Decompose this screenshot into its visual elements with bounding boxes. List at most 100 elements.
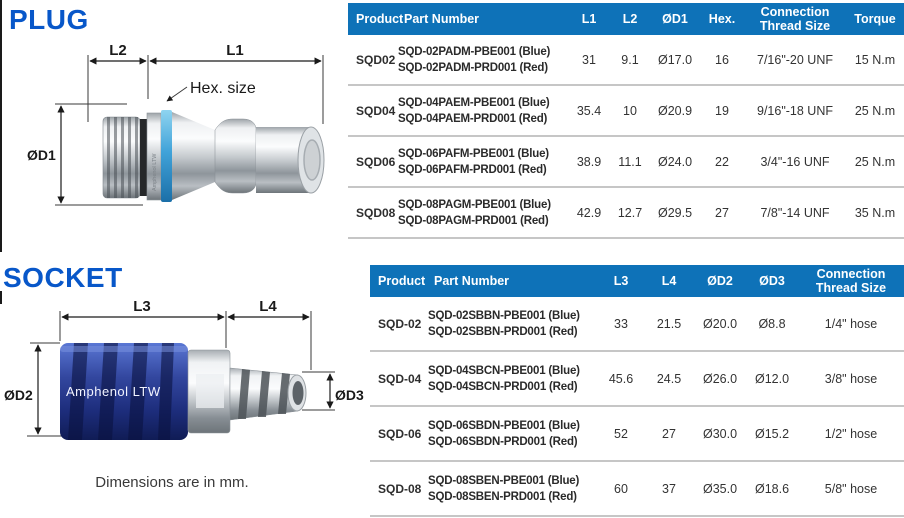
plug-row1-partnum: SQD-04PAEM-PBE001 (Blue) SQD-04PAEM-PRD00… <box>396 85 568 137</box>
part-number-blue: SQD-06PAFM-PBE001 (Blue) <box>398 147 549 160</box>
socket-row3-partnum: SQD-08SBEN-PBE001 (Blue) SQD-08SBEN-PRD00… <box>426 461 598 517</box>
plug-dim-l2: L2 <box>109 42 127 59</box>
socket-row2-product: SQD-06 <box>370 406 426 462</box>
socket-header-d2: ØD2 <box>694 265 746 297</box>
socket-table-header-row: Product Part Number L3 L4 ØD2 ØD3 Connec… <box>370 265 904 297</box>
socket-row2-d2: Ø30.0 <box>694 406 746 462</box>
plug-row2-thread: 3/4"-16 UNF <box>744 136 846 188</box>
socket-row0-d2: Ø20.0 <box>694 297 746 352</box>
plug-spec-table: Product Part Number L1 L2 ØD1 Hex. Conne… <box>348 3 904 239</box>
socket-row2-thread: 1/2" hose <box>798 406 904 462</box>
dimensions-note: Dimensions are in mm. <box>95 474 249 491</box>
socket-row2-partnum: SQD-06SBDN-PBE001 (Blue) SQD-06SBDN-PRD00… <box>426 406 598 462</box>
plug-row2-product: SQD06 <box>348 136 396 188</box>
socket-row2-l4: 27 <box>644 406 694 462</box>
plug-collar <box>172 112 215 200</box>
socket-row0-product: SQD-02 <box>370 297 426 352</box>
plug-header-d1: ØD1 <box>650 3 700 35</box>
socket-spec-table: Product Part Number L3 L4 ØD2 ØD3 Connec… <box>370 265 904 517</box>
part-number-red: SQD-02PADM-PRD001 (Red) <box>398 61 548 74</box>
plug-row3-hex: 27 <box>700 187 744 239</box>
socket-header-thread: Connection Thread Size <box>798 265 904 297</box>
plug-row3-d1: Ø29.5 <box>650 187 700 239</box>
socket-row0-d3: Ø8.8 <box>746 297 798 352</box>
plug-row0-torque: 15 N.m <box>846 35 904 86</box>
plug-row1-hex: 19 <box>700 85 744 137</box>
socket-row1-d3: Ø12.0 <box>746 351 798 407</box>
plug-row0-l2: 9.1 <box>610 35 650 86</box>
socket-row3-product: SQD-08 <box>370 461 426 517</box>
plug-row0-l1: 31 <box>568 35 610 86</box>
plug-table-row: SQD02 SQD-02PADM-PBE001 (Blue) SQD-02PADM… <box>348 35 904 86</box>
plug-row0-hex: 16 <box>700 35 744 86</box>
socket-rib-grooves <box>68 343 174 440</box>
plug-row2-partnum: SQD-06PAFM-PBE001 (Blue) SQD-06PAFM-PRD00… <box>396 136 568 188</box>
plug-table-row: SQD06 SQD-06PAFM-PBE001 (Blue) SQD-06PAFM… <box>348 136 904 188</box>
plug-ridge <box>214 118 257 194</box>
plug-row0-thread: 7/16"-20 UNF <box>744 35 846 86</box>
plug-header-l1: L1 <box>568 3 610 35</box>
socket-section-title: SOCKET <box>3 262 123 293</box>
plug-row3-l1: 42.9 <box>568 187 610 239</box>
plug-dim-l1: L1 <box>226 42 244 59</box>
plug-row2-d1: Ø24.0 <box>650 136 700 188</box>
plug-row1-d1: Ø20.9 <box>650 85 700 137</box>
plug-hex-size-label: Hex. size <box>190 80 256 97</box>
plug-row3-partnum: SQD-08PAGM-PBE001 (Blue) SQD-08PAGM-PRD00… <box>396 187 568 239</box>
socket-row1-l3: 45.6 <box>598 351 644 407</box>
socket-row2-l3: 52 <box>598 406 644 462</box>
part-number-blue: SQD-06SBDN-PBE001 (Blue) <box>428 419 580 432</box>
plug-header-part-number: Part Number <box>396 3 568 35</box>
plug-row0-product: SQD02 <box>348 35 396 86</box>
part-number-red: SQD-08PAGM-PRD001 (Red) <box>398 214 549 227</box>
plug-row2-hex: 22 <box>700 136 744 188</box>
socket-row0-thread: 1/4" hose <box>798 297 904 352</box>
socket-row3-d2: Ø35.0 <box>694 461 746 517</box>
part-number-blue: SQD-04SBCN-PBE001 (Blue) <box>428 364 580 377</box>
plug-row1-product: SQD04 <box>348 85 396 137</box>
socket-row3-thread: 5/8" hose <box>798 461 904 517</box>
part-number-blue: SQD-02PADM-PBE001 (Blue) <box>398 45 551 58</box>
socket-header-l3: L3 <box>598 265 644 297</box>
plug-table-header-row: Product Part Number L1 L2 ØD1 Hex. Conne… <box>348 3 904 35</box>
socket-brand-text: Amphenol LTW <box>66 384 161 399</box>
plug-row1-thread: 9/16"-18 UNF <box>744 85 846 137</box>
plug-row1-torque: 25 N.m <box>846 85 904 137</box>
socket-row3-l3: 60 <box>598 461 644 517</box>
plug-row0-d1: Ø17.0 <box>650 35 700 86</box>
socket-dim-l4: L4 <box>259 298 277 315</box>
part-number-red: SQD-02SBBN-PRD001 (Red) <box>428 325 578 338</box>
socket-row0-partnum: SQD-02SBBN-PBE001 (Blue) SQD-02SBBN-PRD00… <box>426 297 598 352</box>
socket-dim-d3: ØD3 <box>335 387 364 403</box>
socket-row2-d3: Ø15.2 <box>746 406 798 462</box>
svg-text:Amphenol LTW: Amphenol LTW <box>152 153 158 191</box>
plug-row2-torque: 25 N.m <box>846 136 904 188</box>
plug-row1-l1: 35.4 <box>568 85 610 137</box>
socket-collar-facet <box>196 374 224 408</box>
socket-row0-l4: 21.5 <box>644 297 694 352</box>
plug-dim-d1: ØD1 <box>27 147 56 163</box>
plug-row3-thread: 7/8"-14 UNF <box>744 187 846 239</box>
plug-table-row: SQD08 SQD-08PAGM-PBE001 (Blue) SQD-08PAGM… <box>348 187 904 239</box>
plug-header-torque: Torque <box>846 3 904 35</box>
socket-row1-l4: 24.5 <box>644 351 694 407</box>
socket-barb-rings <box>238 369 290 419</box>
part-number-blue: SQD-08SBEN-PBE001 (Blue) <box>428 474 580 487</box>
plug-row3-product: SQD08 <box>348 187 396 239</box>
part-number-red: SQD-04SBCN-PRD001 (Red) <box>428 380 578 393</box>
socket-dim-l3: L3 <box>133 298 151 315</box>
socket-table-row: SQD-06 SQD-06SBDN-PBE001 (Blue) SQD-06SBD… <box>370 406 904 462</box>
socket-header-d3: ØD3 <box>746 265 798 297</box>
socket-row1-product: SQD-04 <box>370 351 426 407</box>
plug-row1-l2: 10 <box>610 85 650 137</box>
socket-row3-l4: 37 <box>644 461 694 517</box>
page-edge-line-bottom <box>0 291 2 304</box>
socket-header-part-number: Part Number <box>426 265 598 297</box>
part-number-red: SQD-06SBDN-PRD001 (Red) <box>428 435 578 448</box>
part-number-blue: SQD-08PAGM-PBE001 (Blue) <box>398 198 551 211</box>
socket-row1-partnum: SQD-04SBCN-PBE001 (Blue) SQD-04SBCN-PRD00… <box>426 351 598 407</box>
page-edge-line-top <box>0 0 2 252</box>
socket-table-row: SQD-02 SQD-02SBBN-PBE001 (Blue) SQD-02SBB… <box>370 297 904 352</box>
plug-header-hex: Hex. <box>700 3 744 35</box>
plug-row0-partnum: SQD-02PADM-PBE001 (Blue) SQD-02PADM-PRD00… <box>396 35 568 86</box>
